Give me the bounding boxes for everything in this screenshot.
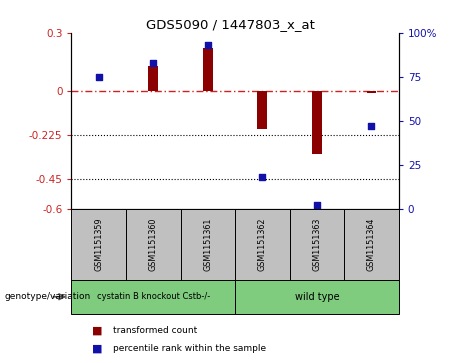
- Point: [368, 123, 375, 129]
- Bar: [366, 91, 376, 93]
- Text: wild type: wild type: [295, 292, 339, 302]
- Text: GSM1151359: GSM1151359: [94, 217, 103, 271]
- Text: GSM1151360: GSM1151360: [149, 217, 158, 271]
- Bar: [312, 91, 322, 154]
- Text: genotype/variation: genotype/variation: [5, 292, 91, 301]
- Text: GSM1151362: GSM1151362: [258, 217, 267, 271]
- Text: cystatin B knockout Cstb-/-: cystatin B knockout Cstb-/-: [97, 292, 210, 301]
- Text: percentile rank within the sample: percentile rank within the sample: [113, 344, 266, 353]
- Text: transformed count: transformed count: [113, 326, 197, 335]
- Text: ■: ■: [92, 325, 103, 335]
- Point: [259, 174, 266, 180]
- Text: GSM1151361: GSM1151361: [203, 217, 213, 271]
- Text: GDS5090 / 1447803_x_at: GDS5090 / 1447803_x_at: [146, 18, 315, 31]
- Bar: [258, 91, 267, 129]
- Bar: [203, 48, 213, 91]
- Point: [313, 202, 321, 208]
- Bar: [148, 66, 158, 91]
- Point: [149, 60, 157, 65]
- Point: [204, 42, 212, 48]
- Point: [95, 74, 102, 79]
- Text: ■: ■: [92, 343, 103, 354]
- Text: GSM1151364: GSM1151364: [367, 217, 376, 271]
- Text: GSM1151363: GSM1151363: [313, 217, 321, 271]
